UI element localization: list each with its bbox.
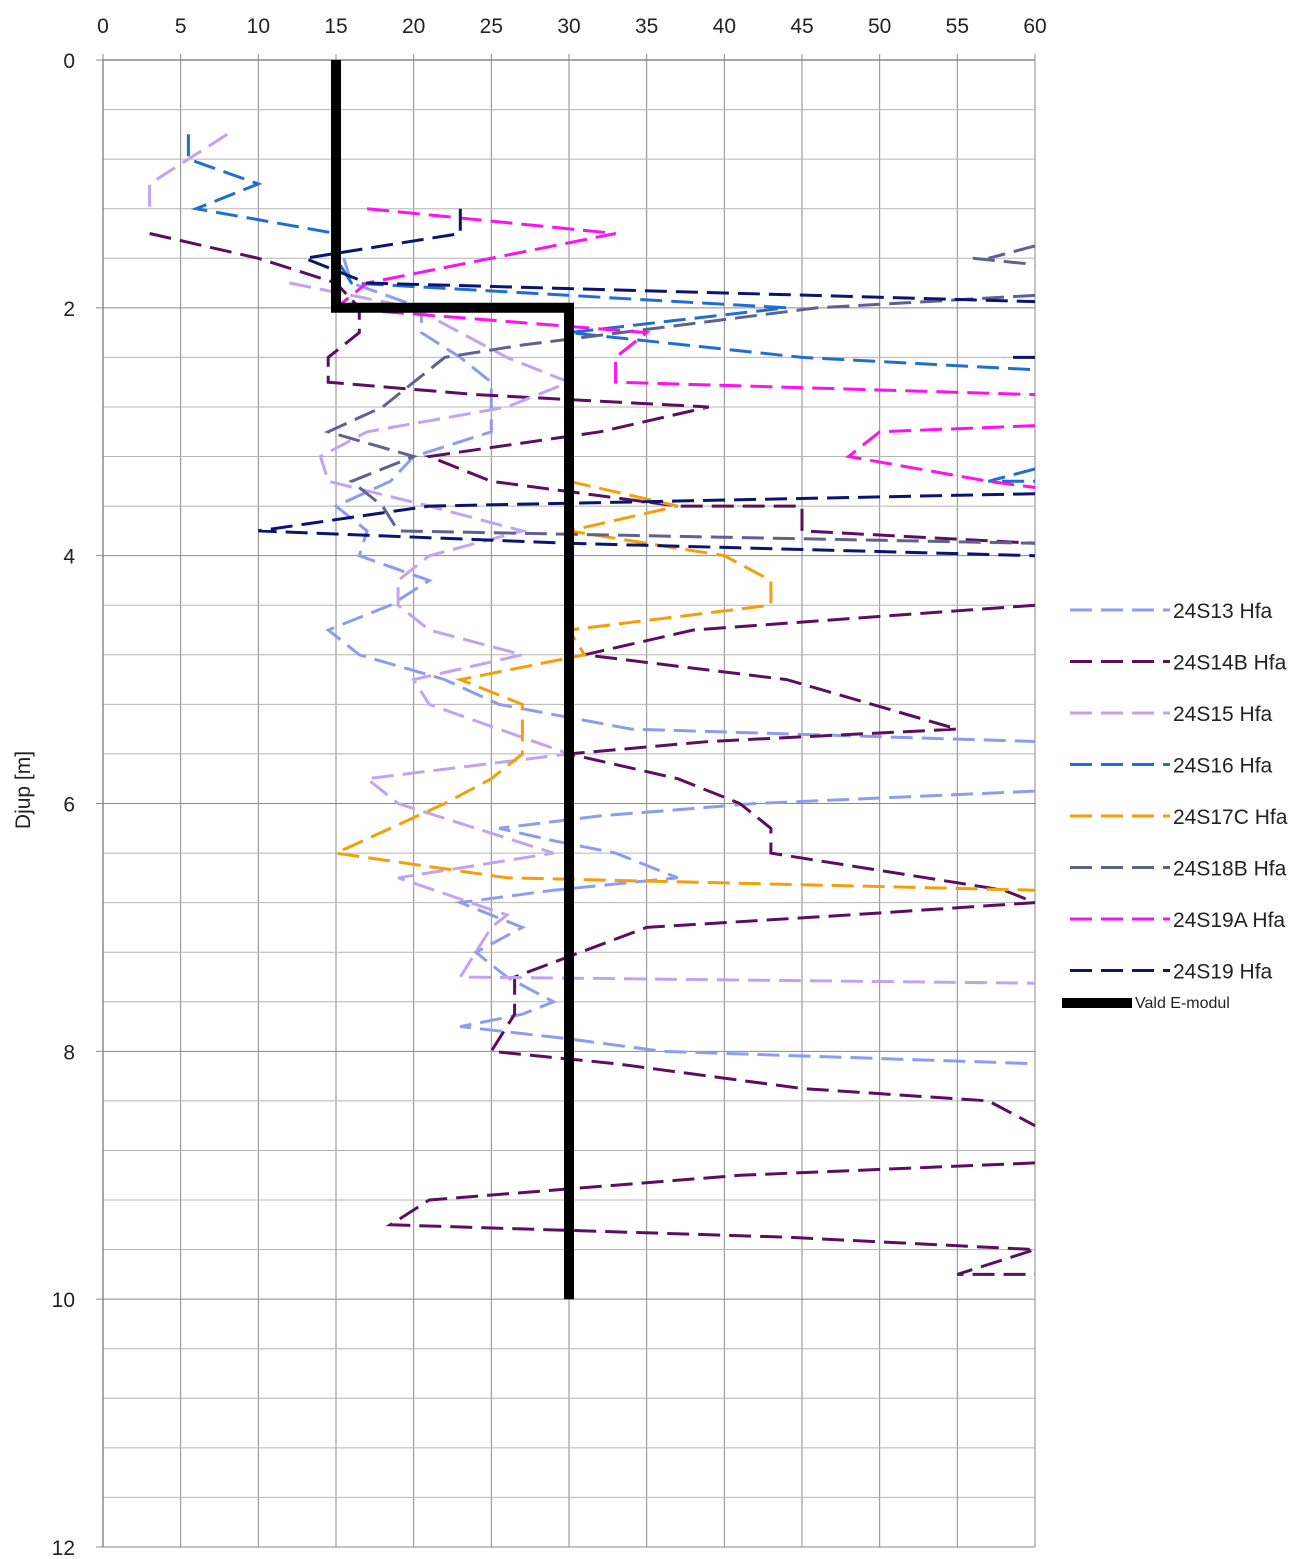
legend-label-24s14b-hfa: 24S14B Hfa bbox=[1173, 652, 1287, 675]
y-tick-label: 2 bbox=[63, 298, 75, 321]
legend-label-24s19-hfa: 24S19 Hfa bbox=[1173, 961, 1273, 984]
y-tick-label: 6 bbox=[63, 794, 75, 817]
x-tick-label: 20 bbox=[402, 15, 425, 38]
x-tick-label: 30 bbox=[557, 15, 580, 38]
legend-label-24s16-hfa: 24S16 Hfa bbox=[1173, 755, 1273, 778]
series-line-24s18b-hfa bbox=[323, 244, 1036, 545]
x-tick-label: 10 bbox=[247, 15, 270, 38]
y-tick-label: 0 bbox=[63, 50, 75, 73]
series-line-vald-e-modul bbox=[331, 60, 574, 1300]
legend-label-24s15-hfa: 24S15 Hfa bbox=[1173, 703, 1273, 726]
series-line-24s15-hfa bbox=[148, 133, 1036, 985]
legend-label-24s17c-hfa: 24S17C Hfa bbox=[1173, 806, 1288, 829]
x-tick-label: 50 bbox=[868, 15, 891, 38]
series-line-24s19-hfa bbox=[258, 208, 1036, 558]
legend-label-24s19a-hfa: 24S19A Hfa bbox=[1173, 909, 1285, 932]
y-tick-label: 4 bbox=[63, 546, 75, 569]
series-line-24s19a-hfa bbox=[332, 207, 1036, 489]
x-tick-label: 60 bbox=[1023, 15, 1046, 38]
y-axis-label: Djup [m] bbox=[12, 751, 35, 829]
series-line-24s16-hfa bbox=[186, 134, 1036, 483]
series-line-24s17c-hfa bbox=[330, 479, 1036, 892]
x-tick-label: 40 bbox=[713, 15, 736, 38]
legend: 24S13 Hfa 24S14B Hfa 24S15 Hfa 24S16 Hfa 24S… bbox=[1062, 600, 1288, 1012]
x-tick-label: 15 bbox=[324, 15, 347, 38]
x-tick-label: 0 bbox=[97, 15, 109, 38]
series-line-24s13-hfa bbox=[325, 257, 1036, 1066]
x-tick-label: 35 bbox=[635, 15, 658, 38]
y-tick-label: 10 bbox=[52, 1289, 75, 1312]
x-tick-label: 55 bbox=[946, 15, 969, 38]
legend-label-vald-e-modul: Vald E-modul bbox=[1135, 995, 1230, 1012]
series-group bbox=[148, 60, 1036, 1300]
x-tick-label: 5 bbox=[175, 15, 187, 38]
series-line-24s14b-hfa bbox=[149, 232, 1036, 1276]
y-tick-label: 12 bbox=[52, 1537, 75, 1559]
x-tick-label: 25 bbox=[480, 15, 503, 38]
legend-label-24s13-hfa: 24S13 Hfa bbox=[1173, 600, 1273, 623]
y-tick-label: 8 bbox=[63, 1041, 75, 1064]
legend-label-24s18b-hfa: 24S18B Hfa bbox=[1173, 858, 1287, 881]
x-tick-label: 45 bbox=[790, 15, 813, 38]
axes: 0 5 10 15 20 25 30 35 40 45 50 55 60 0 2 4 6 8 10 12 bbox=[52, 15, 1047, 1559]
